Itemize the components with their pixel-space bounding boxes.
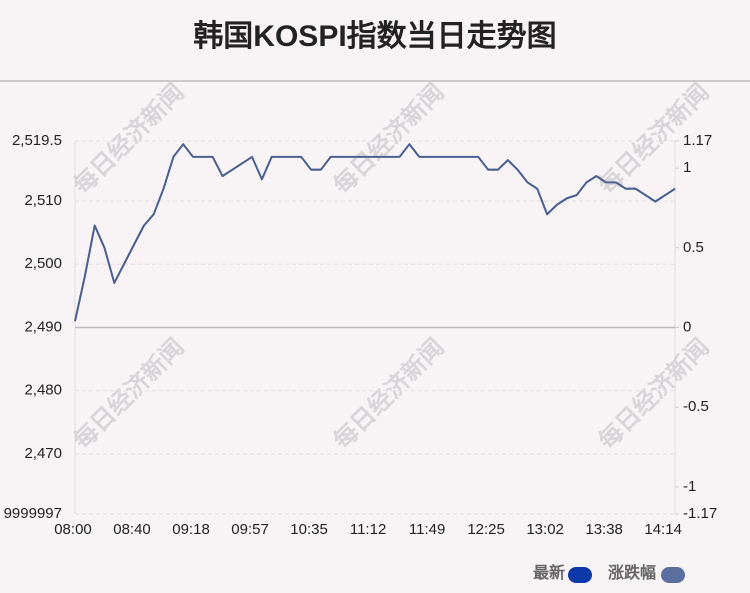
y-tick-label: 2,500 (24, 255, 62, 272)
y-tick-label: 2,490 (24, 318, 62, 335)
x-tick-label: 08:40 (113, 521, 151, 538)
data-line (74, 143, 676, 322)
y2-tick-label: 1 (683, 159, 691, 176)
chart-title: 韩国KOSPI指数当日走势图 (193, 20, 556, 53)
y2-tick-label: 0.5 (683, 239, 704, 256)
y-tick-label: 2,510 (24, 192, 62, 209)
y2-tick-label: 0 (683, 318, 691, 335)
x-tick-label: 14:14 (644, 521, 682, 538)
legend-swatch (568, 567, 592, 583)
x-tick-label: 11:49 (409, 521, 445, 538)
y-tick-label: 9999997 (4, 505, 62, 522)
x-tick-label: 09:57 (231, 521, 269, 538)
x-tick-label: 13:38 (585, 521, 623, 538)
x-tick-label: 13:02 (526, 521, 564, 538)
y-tick-label: 2,470 (24, 445, 62, 462)
y2-tick-label: -0.5 (683, 398, 709, 415)
y2-tick-label: -1 (683, 478, 696, 495)
x-tick-label: 10:35 (290, 521, 328, 538)
x-tick-label: 12:25 (467, 521, 505, 538)
legend-label: 涨跌幅 (608, 563, 656, 582)
y-tick-label: 2,519.5 (12, 132, 62, 149)
x-tick-label: 11:12 (350, 521, 386, 538)
y2-tick-label: -1.17 (683, 505, 717, 522)
y-tick-label: 2,480 (24, 382, 62, 399)
legend-swatch (661, 567, 685, 583)
x-tick-label: 08:00 (54, 521, 92, 538)
x-tick-label: 09:18 (172, 521, 210, 538)
legend-label: 最新 (533, 563, 565, 582)
y2-tick-label: 1.17 (683, 132, 712, 149)
